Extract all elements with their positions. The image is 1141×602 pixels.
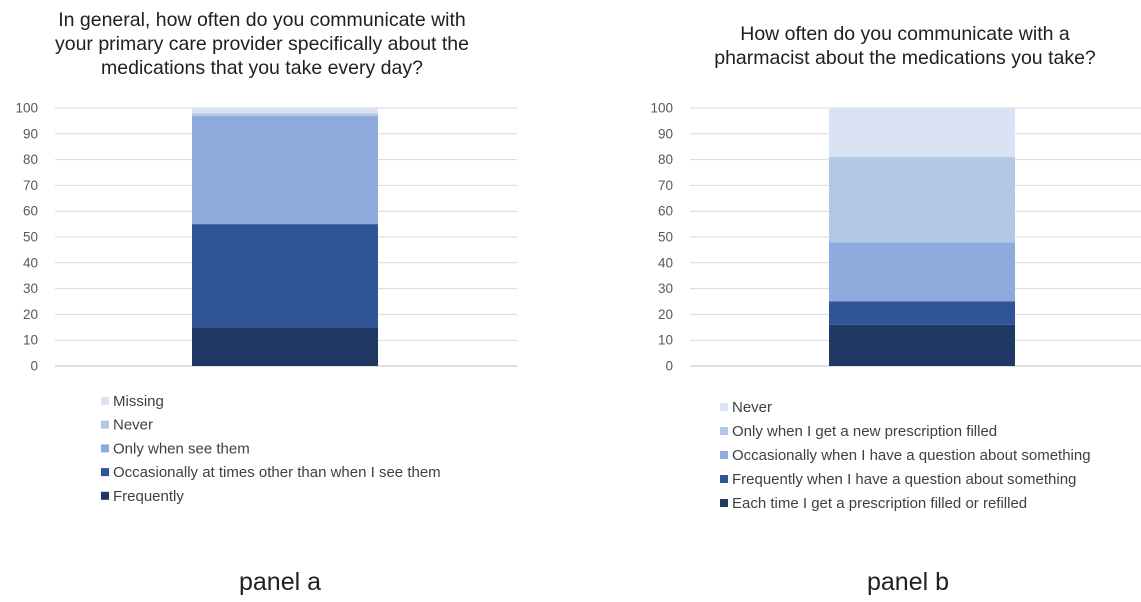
bar-segment — [192, 327, 378, 366]
legend-swatch — [720, 451, 728, 459]
legend-label: Missing — [113, 393, 164, 410]
chart-title-line: medications that you take every day? — [101, 57, 423, 79]
chart-title-line: pharmacist about the medications you tak… — [714, 47, 1096, 69]
y-tick-label: 90 — [23, 126, 38, 141]
y-tick-label: 60 — [23, 204, 38, 219]
legend-label: Only when I get a new prescription fille… — [732, 423, 997, 440]
y-tick-label: 80 — [658, 152, 673, 167]
chart-title-line: your primary care provider specifically … — [55, 33, 469, 55]
y-tick-label: 0 — [665, 359, 673, 374]
y-tick-label: 70 — [658, 178, 673, 193]
y-tick-label: 10 — [23, 333, 38, 348]
y-tick-label: 20 — [23, 307, 38, 322]
panel-label: panel b — [867, 568, 949, 596]
legend-swatch — [720, 403, 728, 411]
legend-label: Never — [113, 417, 153, 434]
y-tick-label: 70 — [23, 178, 38, 193]
bar-segment — [192, 115, 378, 225]
y-tick-label: 100 — [15, 101, 38, 116]
legend-label: Frequently when I have a question about … — [732, 471, 1076, 488]
bar-segment — [192, 224, 378, 328]
legend-swatch — [101, 420, 109, 429]
legend-label: Only when see them — [113, 440, 250, 457]
y-tick-label: 50 — [23, 230, 38, 245]
y-tick-label: 20 — [658, 307, 673, 322]
legend-swatch — [101, 468, 109, 477]
bar-segment — [829, 324, 1015, 366]
y-tick-label: 80 — [23, 152, 38, 167]
y-tick-label: 30 — [658, 281, 673, 296]
legend-swatch — [101, 491, 109, 500]
y-tick-label: 90 — [658, 126, 673, 141]
legend-label: Each time I get a prescription filled or… — [732, 495, 1027, 512]
panel-label: panel a — [239, 568, 321, 596]
chart-panel-b: How often do you communicate with apharm… — [650, 23, 1141, 596]
legend-label: Occasionally when I have a question abou… — [732, 447, 1091, 464]
legend-label: Frequently — [113, 488, 184, 505]
bar-segment — [192, 113, 378, 116]
y-tick-label: 10 — [658, 333, 673, 348]
legend-swatch — [720, 499, 728, 507]
chart-title-line: In general, how often do you communicate… — [58, 9, 466, 31]
y-tick-label: 60 — [658, 204, 673, 219]
bar-segment — [829, 157, 1015, 243]
y-tick-label: 100 — [650, 101, 673, 116]
chart-title-line: How often do you communicate with a — [740, 23, 1070, 45]
y-tick-label: 40 — [23, 255, 38, 270]
bar-segment — [829, 108, 1015, 158]
legend-label: Never — [732, 399, 772, 416]
legend-swatch — [720, 475, 728, 483]
y-tick-label: 0 — [30, 359, 38, 374]
y-tick-label: 50 — [658, 230, 673, 245]
bar-segment — [192, 108, 378, 114]
bar-segment — [829, 242, 1015, 302]
chart-panel-a: In general, how often do you communicate… — [15, 9, 517, 596]
legend-label: Occasionally at times other than when I … — [113, 464, 441, 481]
legend-swatch — [720, 427, 728, 435]
bar-segment — [829, 301, 1015, 325]
y-tick-label: 40 — [658, 255, 673, 270]
legend-swatch — [101, 444, 109, 453]
legend-swatch — [101, 397, 109, 405]
y-tick-label: 30 — [23, 281, 38, 296]
